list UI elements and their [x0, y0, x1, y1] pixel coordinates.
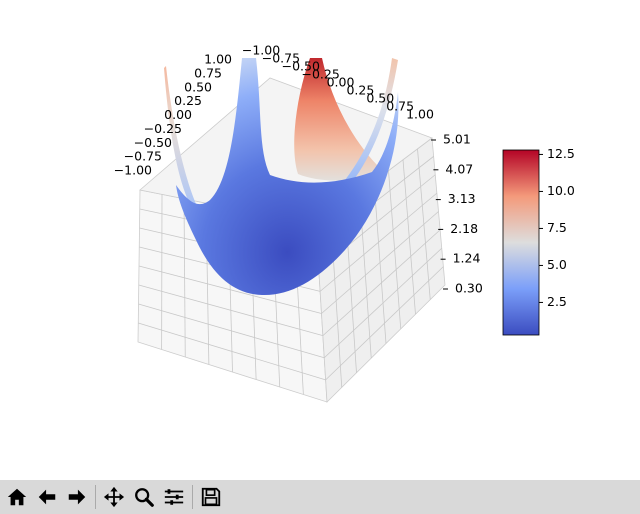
- grid-line: [388, 170, 402, 329]
- colorbar-tick-label: 12.5: [547, 146, 575, 161]
- configure-subplots-button[interactable]: [160, 483, 188, 511]
- y-tick-label: 0.75: [194, 65, 222, 80]
- figure-canvas: −1.00−0.75−0.50−0.250.000.250.500.751.00…: [114, 43, 575, 403]
- grid-line: [321, 211, 439, 314]
- y-tick-label: −0.25: [144, 121, 182, 136]
- grid-line: [322, 229, 441, 336]
- toolbar-separator: [95, 485, 96, 509]
- arrow-left-icon: [38, 489, 56, 505]
- x-tick-label: 0.25: [346, 83, 374, 98]
- home-button[interactable]: [3, 483, 31, 511]
- save-button[interactable]: [197, 483, 225, 511]
- y-tick-label: 1.00: [204, 52, 232, 67]
- grid-line: [138, 284, 323, 337]
- surface-peak-back: [294, 58, 384, 181]
- y-tick-label: 0.50: [184, 79, 212, 94]
- colorbar-tick-label: 10.0: [547, 183, 575, 198]
- zoom-button[interactable]: [130, 483, 158, 511]
- x-axis-ticks: −1.00−0.75−0.50−0.250.000.250.500.751.00: [242, 43, 434, 122]
- y-tick-label: 0.00: [164, 107, 192, 122]
- colorbar-tick-label: 7.5: [547, 220, 567, 235]
- surface-right-rim: [345, 58, 398, 180]
- grid-line: [325, 266, 444, 381]
- x-tick-label: −0.75: [262, 51, 300, 66]
- surface-plot: [164, 58, 399, 296]
- arrow-right-icon: [68, 489, 86, 505]
- x-tick-label: −0.25: [301, 67, 339, 82]
- home-icon: [7, 488, 27, 506]
- colorbar-ticks: 12.5 10.0 7.5 5.0 2.5: [539, 146, 575, 309]
- grid-line: [138, 303, 325, 359]
- colorbar: 12.5 10.0 7.5 5.0 2.5: [502, 146, 575, 336]
- x-tick-label: 0.75: [386, 99, 414, 114]
- toolbar: [0, 480, 640, 514]
- y-tick-label: −0.75: [124, 149, 162, 164]
- grid-line: [417, 148, 431, 300]
- z-axis-ticks: 5.01 4.07 3.13 2.18 1.24 0.30: [431, 132, 483, 296]
- z-tick-label: 2.18: [450, 221, 478, 236]
- move-icon: [103, 486, 125, 508]
- y-axis-ticks: 1.000.750.500.250.00−0.25−0.50−0.75−1.00: [114, 52, 232, 178]
- x-tick-label: 1.00: [406, 107, 434, 122]
- y-tick-label: 0.25: [174, 93, 202, 108]
- z-tick-label: 1.24: [453, 251, 481, 266]
- z-tick-label: 3.13: [448, 191, 476, 206]
- grid-line: [138, 265, 322, 314]
- colorbar-gradient: [502, 149, 540, 336]
- back-button[interactable]: [33, 483, 61, 511]
- grid-line: [138, 322, 326, 381]
- floppy-disk-icon: [201, 487, 221, 507]
- colorbar-tick-label: 2.5: [547, 294, 567, 309]
- z-tick-label: 0.30: [455, 281, 483, 296]
- colorbar-tick-label: 5.0: [547, 257, 567, 272]
- x-tick-label: 0.50: [366, 91, 394, 106]
- x-tick-label: 0.00: [327, 75, 355, 90]
- forward-button[interactable]: [63, 483, 91, 511]
- y-tick-label: −0.50: [134, 135, 172, 150]
- z-tick-label: 4.07: [445, 161, 473, 176]
- grid-line: [402, 159, 416, 315]
- surface-left-rim: [164, 66, 196, 204]
- toolbar-separator: [192, 485, 193, 509]
- x-tick-label: −1.00: [242, 43, 280, 58]
- x-tick-label: −0.50: [282, 59, 320, 74]
- surface-bowl: [176, 58, 399, 296]
- pan-button[interactable]: [100, 483, 128, 511]
- y-tick-label: −1.00: [114, 163, 152, 178]
- z-tick-label: 5.01: [443, 132, 471, 147]
- grid-line: [323, 247, 443, 359]
- magnifier-icon: [135, 488, 154, 507]
- sliders-icon: [164, 489, 184, 505]
